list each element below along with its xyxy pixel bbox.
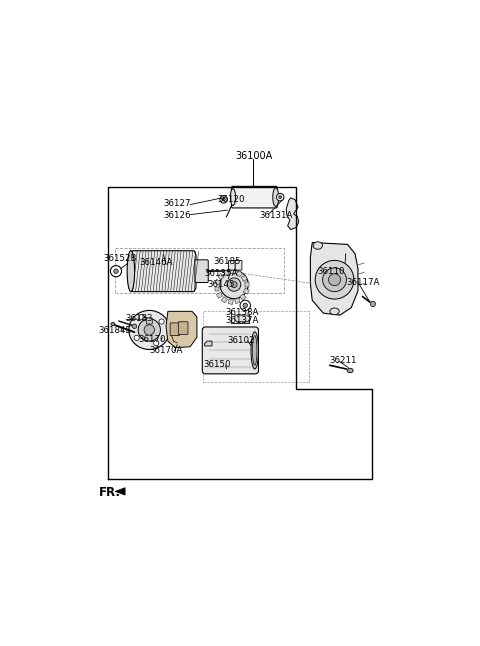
Circle shape	[323, 268, 347, 291]
FancyBboxPatch shape	[195, 260, 208, 282]
Polygon shape	[115, 488, 125, 495]
Circle shape	[220, 196, 228, 203]
Bar	[204, 311, 310, 382]
Polygon shape	[166, 311, 197, 348]
Text: 36117A: 36117A	[347, 278, 380, 287]
Polygon shape	[311, 242, 358, 315]
Ellipse shape	[129, 311, 170, 349]
Bar	[230, 269, 236, 275]
Ellipse shape	[230, 189, 236, 205]
Circle shape	[144, 325, 155, 335]
Circle shape	[231, 282, 237, 287]
Circle shape	[138, 318, 160, 341]
Circle shape	[240, 300, 251, 311]
FancyBboxPatch shape	[228, 260, 235, 270]
Ellipse shape	[111, 322, 115, 326]
FancyBboxPatch shape	[235, 260, 242, 270]
Circle shape	[222, 198, 225, 201]
Ellipse shape	[330, 308, 339, 315]
Polygon shape	[286, 198, 299, 229]
Bar	[243, 288, 249, 294]
Bar	[244, 282, 249, 287]
Text: 36131A: 36131A	[259, 211, 292, 220]
Text: 36100A: 36100A	[235, 151, 272, 162]
Text: 36110: 36110	[318, 267, 345, 276]
Bar	[218, 273, 224, 280]
Ellipse shape	[273, 188, 279, 207]
Bar	[215, 279, 220, 286]
Bar	[216, 292, 222, 298]
Circle shape	[154, 340, 159, 346]
FancyBboxPatch shape	[178, 322, 188, 335]
Circle shape	[139, 315, 144, 320]
Bar	[235, 298, 240, 304]
FancyBboxPatch shape	[146, 318, 152, 324]
Circle shape	[114, 269, 118, 273]
Text: 36137A: 36137A	[226, 316, 259, 325]
Text: 36170A: 36170A	[149, 346, 183, 355]
Text: 36126: 36126	[163, 211, 191, 220]
Text: 36152B: 36152B	[104, 254, 137, 263]
Bar	[224, 270, 229, 275]
Text: FR.: FR.	[99, 486, 121, 499]
Text: 36120: 36120	[217, 195, 245, 204]
FancyBboxPatch shape	[202, 327, 258, 374]
Circle shape	[228, 278, 241, 291]
Circle shape	[329, 274, 340, 286]
Bar	[241, 275, 247, 281]
Circle shape	[279, 196, 282, 198]
Circle shape	[159, 319, 164, 324]
Ellipse shape	[347, 368, 353, 373]
Circle shape	[134, 335, 139, 340]
Polygon shape	[235, 315, 250, 322]
Bar	[228, 299, 233, 304]
Bar	[115, 248, 284, 293]
Text: 36135A: 36135A	[204, 269, 238, 278]
Circle shape	[276, 193, 284, 201]
Bar	[240, 294, 246, 300]
Text: 36138A: 36138A	[226, 307, 259, 317]
FancyBboxPatch shape	[231, 186, 277, 208]
Circle shape	[220, 271, 248, 298]
Circle shape	[243, 303, 248, 307]
Text: 36185: 36185	[213, 257, 240, 266]
Polygon shape	[131, 251, 196, 291]
Circle shape	[132, 324, 137, 328]
Text: 36184E: 36184E	[98, 326, 132, 335]
Text: 36145: 36145	[207, 280, 234, 289]
Text: 36146A: 36146A	[139, 258, 173, 267]
Text: 36102: 36102	[228, 336, 255, 345]
Bar	[236, 271, 242, 277]
Ellipse shape	[252, 335, 257, 365]
Circle shape	[315, 260, 354, 299]
Text: 36150: 36150	[203, 360, 231, 370]
Circle shape	[110, 266, 121, 276]
Text: 36211: 36211	[329, 356, 357, 365]
Text: 36127: 36127	[163, 199, 191, 208]
Polygon shape	[204, 341, 212, 346]
FancyBboxPatch shape	[170, 323, 180, 335]
Text: 36170: 36170	[139, 335, 166, 344]
Text: 36183: 36183	[125, 313, 153, 322]
Bar	[215, 287, 219, 291]
Ellipse shape	[127, 251, 134, 291]
Ellipse shape	[313, 242, 323, 249]
Bar	[221, 297, 228, 303]
Circle shape	[370, 301, 375, 306]
Ellipse shape	[251, 332, 258, 369]
